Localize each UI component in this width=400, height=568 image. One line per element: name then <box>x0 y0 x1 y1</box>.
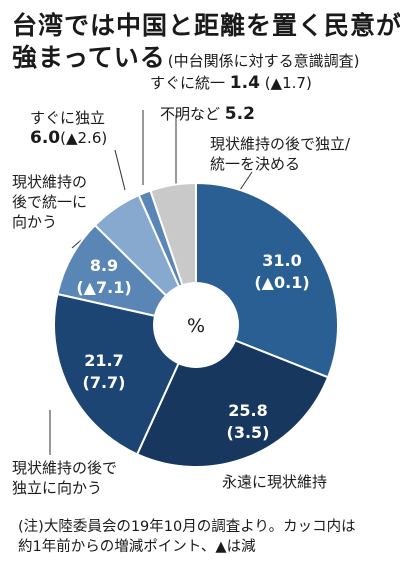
footnote: (注)大陸委員会の19年10月の調査より。カッコ内は 約1年前からの増減ポイント… <box>18 517 356 557</box>
value-to-indep: 21.7 (7.7) <box>82 351 126 392</box>
label-to-unify: 現状維持の 後で統一に 向かう <box>12 173 88 231</box>
title-line-2: 強まっている <box>12 43 166 72</box>
value-to-unify: 8.9 (▲7.1) <box>76 256 132 297</box>
chart-subtitle: (中台関係に対する意識調査) <box>167 52 360 70</box>
value-decide: 31.0 (▲0.1) <box>254 251 310 292</box>
label-unify-now: すぐに統一 1.4 (▲1.7) <box>150 73 312 93</box>
label-decide: 現状維持の後で独立/ 統一を決める <box>210 135 351 173</box>
center-label: % <box>187 315 205 337</box>
leader-decide <box>239 171 253 191</box>
label-indep-now: すぐに独立 6.0(▲2.6) <box>30 109 108 148</box>
label-to-indep: 現状維持の後で 独立に向かう <box>12 459 118 497</box>
label-forever: 永遠に現状維持 <box>222 473 328 491</box>
footnote-line-1: (注)大陸委員会の19年10月の調査より。カッコ内は <box>18 519 356 535</box>
chart-title-2: 強まっている (中台関係に対する意識調査) <box>12 38 359 74</box>
chart-title: 台湾では中国と距離を置く民意が <box>12 6 400 42</box>
footnote-line-2: 約1年前からの増減ポイント、▲は減 <box>18 539 256 555</box>
center-hole <box>153 282 239 368</box>
value-forever: 25.8 (3.5) <box>226 401 270 442</box>
label-unknown: 不明など 5.2 <box>160 104 255 124</box>
leader-indep-now <box>114 149 126 191</box>
title-line-1: 台湾では中国と距離を置く民意が <box>12 11 400 40</box>
